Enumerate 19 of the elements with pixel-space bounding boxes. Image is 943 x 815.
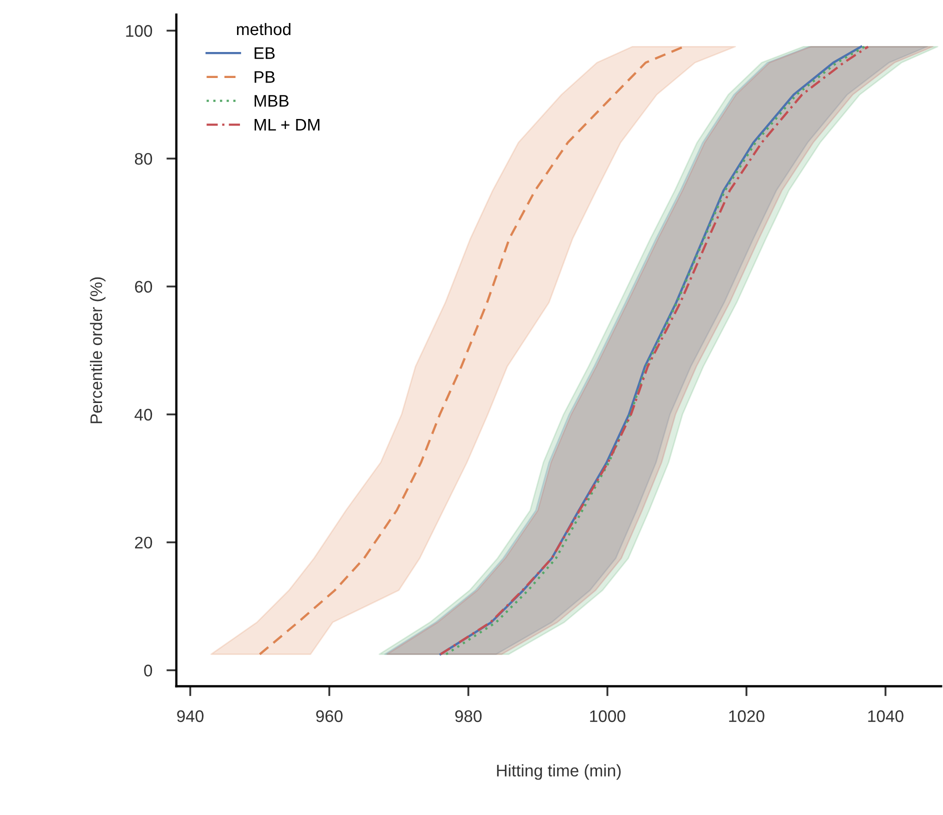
x-tick-label: 1040 (868, 710, 904, 722)
x-axis-title: Hitting time (min) (497, 764, 621, 780)
y-tick-label: 60 (135, 280, 152, 293)
x-tick-label: 980 (455, 710, 482, 722)
y-tick-label: 0 (144, 664, 152, 676)
legend-label: PB (254, 71, 275, 83)
x-tick-label: 940 (177, 710, 204, 722)
y-tick-label: 40 (134, 408, 152, 421)
y-tick-label: 20 (135, 536, 152, 549)
x-tick-label: 960 (316, 710, 343, 722)
legend-label: ML + DM (254, 119, 320, 131)
legend-title: method (237, 22, 290, 36)
y-tick-label: 100 (126, 25, 152, 37)
y-axis-title: Percentile order (%) (90, 277, 106, 424)
x-tick-label: 1020 (729, 710, 764, 722)
legend-label: EB (254, 47, 275, 59)
y-tick-label: 80 (134, 152, 152, 165)
legend-label: MBB (254, 95, 289, 107)
x-tick-label: 1000 (590, 710, 626, 722)
